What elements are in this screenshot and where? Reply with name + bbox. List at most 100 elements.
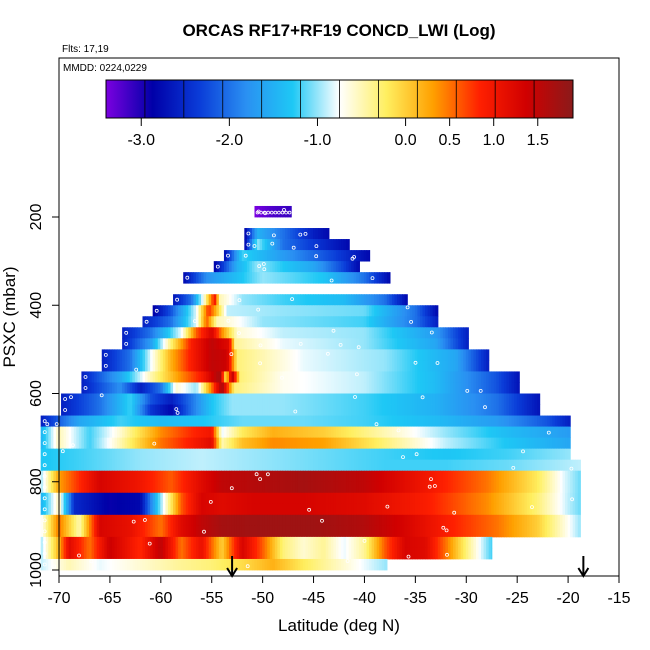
heatmap-cell	[425, 371, 429, 383]
heatmap-cell	[190, 525, 194, 538]
heatmap-cell	[211, 415, 215, 427]
heatmap-cell	[414, 327, 418, 339]
heatmap-cell	[343, 481, 347, 494]
heatmap-cell	[557, 426, 561, 439]
heatmap-cell	[458, 382, 462, 394]
heatmap-cell	[167, 338, 172, 350]
heatmap-cell	[277, 536, 281, 549]
heatmap-cell	[155, 437, 159, 450]
heatmap-cell	[524, 503, 528, 516]
heatmap-cell	[259, 239, 263, 251]
heatmap-cell	[412, 514, 416, 527]
heatmap-cell	[547, 459, 551, 472]
heatmap-cell	[394, 437, 398, 450]
heatmap-cell	[68, 503, 72, 516]
heatmap-cell	[366, 305, 370, 317]
heatmap-cell	[348, 459, 352, 472]
observation-marker	[338, 342, 343, 347]
heatmap-cell	[167, 382, 172, 394]
heatmap-cell	[374, 404, 378, 416]
heatmap-cell	[223, 459, 228, 472]
heatmap-cell	[320, 250, 324, 262]
heatmap-cell	[190, 558, 194, 571]
heatmap-cell	[435, 316, 439, 328]
heatmap-cell	[150, 503, 154, 516]
heatmap-cell	[305, 459, 309, 472]
heatmap-cell	[76, 536, 80, 549]
heatmap-cell	[397, 536, 401, 549]
heatmap-cell	[279, 404, 284, 416]
heatmap-cell	[313, 426, 317, 439]
heatmap-cell	[147, 393, 151, 405]
heatmap-cell	[402, 327, 406, 339]
heatmap-cell	[239, 338, 243, 350]
heatmap-cell	[328, 426, 332, 439]
heatmap-cell	[567, 525, 571, 538]
heatmap-cell	[292, 228, 296, 240]
heatmap-cell	[297, 558, 301, 571]
heatmap-cell	[435, 481, 439, 494]
heatmap-cell	[218, 393, 222, 405]
heatmap-cell	[478, 525, 482, 538]
heatmap-cell	[254, 316, 258, 328]
heatmap-cell	[290, 239, 294, 251]
heatmap-cell	[104, 349, 108, 361]
heatmap-cell	[211, 294, 215, 306]
heatmap-cell	[351, 415, 355, 427]
heatmap-cell	[272, 415, 276, 427]
heatmap-cell	[328, 294, 332, 306]
heatmap-cell	[475, 547, 480, 560]
heatmap-cell	[310, 448, 314, 461]
heatmap-cell	[201, 547, 205, 560]
heatmap-cell	[353, 382, 357, 394]
heatmap-cell	[346, 250, 350, 262]
heatmap-cell	[178, 316, 182, 328]
heatmap-cell	[211, 360, 215, 372]
heatmap-cell	[285, 459, 289, 472]
heatmap-cell	[465, 360, 469, 372]
heatmap-cell	[328, 349, 332, 361]
heatmap-cell	[498, 481, 502, 494]
heatmap-cell	[269, 272, 273, 284]
heatmap-cell	[478, 349, 482, 361]
heatmap-cell	[369, 349, 373, 361]
heatmap-cell	[407, 470, 411, 483]
observation-marker	[287, 210, 292, 215]
heatmap-cell	[236, 415, 240, 427]
heatmap-cell	[216, 349, 220, 361]
heatmap-cell	[486, 349, 490, 361]
heatmap-cell	[208, 492, 212, 505]
heatmap-cell	[251, 448, 256, 461]
heatmap-cell	[498, 459, 502, 472]
heatmap-cell	[178, 525, 182, 538]
heatmap-cell	[325, 316, 329, 328]
heatmap-cell	[162, 404, 166, 416]
heatmap-cell	[465, 415, 469, 427]
heatmap-cell	[524, 525, 528, 538]
heatmap-cell	[221, 338, 225, 350]
heatmap-cell	[122, 437, 126, 450]
heatmap-cell	[173, 426, 177, 439]
heatmap-cell	[132, 536, 136, 549]
heatmap-cell	[526, 492, 530, 505]
heatmap-cell	[218, 272, 222, 284]
heatmap-cell	[213, 294, 217, 306]
heatmap-cell	[534, 514, 538, 527]
heatmap-cell	[338, 470, 342, 483]
heatmap-cell	[241, 492, 245, 505]
heatmap-cell	[534, 492, 538, 505]
heatmap-cell	[145, 415, 149, 427]
heatmap-cell	[213, 327, 217, 339]
heatmap-cell	[264, 514, 268, 527]
heatmap-cell	[170, 360, 174, 372]
heatmap-cell	[521, 503, 525, 516]
heatmap-cell	[435, 393, 439, 405]
heatmap-cell	[417, 470, 421, 483]
heatmap-cell	[272, 371, 276, 383]
heatmap-cell	[292, 272, 296, 284]
heatmap-cell	[369, 470, 373, 483]
heatmap-cell	[432, 525, 436, 538]
heatmap-cell	[287, 382, 291, 394]
heatmap-cell	[509, 371, 513, 383]
heatmap-cell	[203, 294, 207, 306]
